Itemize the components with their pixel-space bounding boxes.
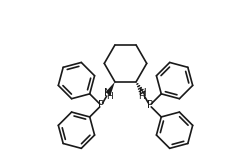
Text: N: N [138, 88, 146, 98]
Text: P: P [98, 100, 104, 110]
Text: H: H [137, 92, 144, 101]
Text: N: N [104, 88, 112, 98]
Text: H: H [106, 92, 113, 101]
Polygon shape [105, 82, 115, 95]
Text: P: P [146, 100, 152, 110]
